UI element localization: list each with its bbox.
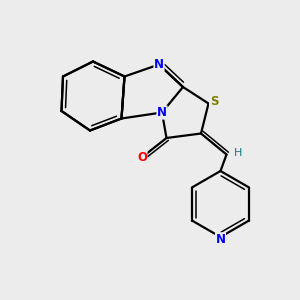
Text: H: H [234, 148, 242, 158]
Text: O: O [137, 151, 147, 164]
Text: N: N [157, 106, 167, 119]
Text: N: N [154, 58, 164, 71]
Text: N: N [215, 233, 226, 246]
Text: S: S [210, 94, 218, 108]
